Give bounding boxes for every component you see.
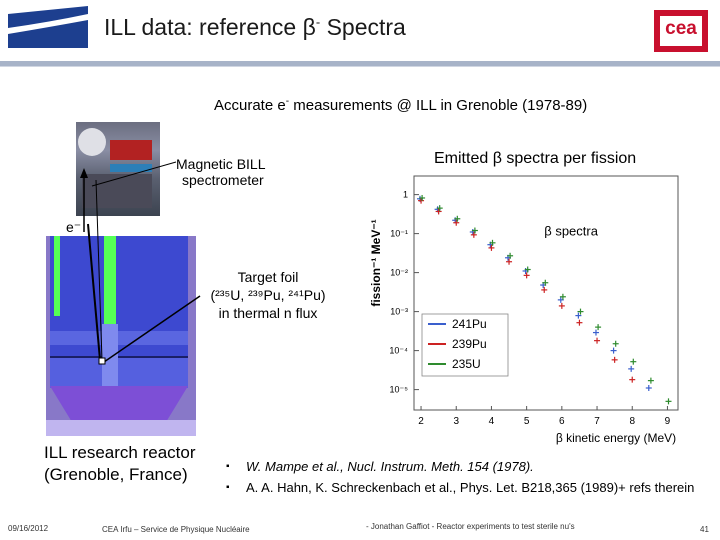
chart-legend: 241Pu 239Pu 235U xyxy=(421,313,509,377)
legend-label-239Pu: 239Pu xyxy=(452,337,487,351)
x-tick-label: 6 xyxy=(559,416,565,427)
subtitle: Accurate e- measurements @ ILL in Grenob… xyxy=(214,96,588,114)
legend-label-235U: 235U xyxy=(452,357,481,371)
page-number: 41 xyxy=(700,525,709,534)
electron-label: e⁻ xyxy=(66,219,82,235)
reference-item: ▪ A. A. Hahn, K. Schreckenbach et al., Ph… xyxy=(226,480,695,495)
footer-author: - Jonathan Gaffiot - Reactor experiments… xyxy=(366,522,575,531)
spectrometer-photo xyxy=(76,122,160,216)
header-rule-light xyxy=(0,66,720,67)
legend-label-241Pu: 241Pu xyxy=(452,317,487,331)
x-tick-label: 3 xyxy=(453,416,459,427)
institute-logo xyxy=(0,0,96,58)
annotation-lines xyxy=(80,161,201,365)
y-tick-label: 10⁻⁵ xyxy=(390,385,409,395)
header-rule xyxy=(0,61,720,66)
plot-heading: Emitted β spectra per fission xyxy=(434,150,637,167)
x-tick-label: 2 xyxy=(418,416,424,427)
reference-item: ▪ W. Mampe et al., Nucl. Instrum. Meth. 1… xyxy=(226,459,534,474)
x-tick-label: 8 xyxy=(629,416,635,427)
y-tick-label: 10⁻⁴ xyxy=(389,346,408,356)
y-tick-label: 10⁻² xyxy=(390,268,408,278)
x-tick-label: 5 xyxy=(524,416,530,427)
y-tick-label: 1 xyxy=(403,190,408,200)
x-tick-label: 7 xyxy=(594,416,600,427)
x-tick-label: 9 xyxy=(665,416,671,427)
footer-organization: CEA Irfu – Service de Physique Nucléaire xyxy=(102,525,250,534)
chart-annotation: β spectra xyxy=(544,224,598,239)
spectrometer-label: Magnetic BILL spectrometer xyxy=(176,156,266,188)
x-axis-label: β kinetic energy (MeV) xyxy=(556,431,676,445)
footer-date: 09/16/2012 xyxy=(8,524,49,533)
chart-axes: 2 3 4 5 6 7 8 9 1 10⁻¹ 10⁻² 10⁻³ 10⁻⁴ 10⁻⁵ β kinetic e… xyxy=(369,175,679,445)
reference-list: ▪ W. Mampe et al., Nucl. Instrum. Meth. 1… xyxy=(226,458,696,496)
cea-logo: cea xyxy=(654,10,708,52)
y-axis-label: fission⁻¹ MeV⁻¹ xyxy=(369,219,383,306)
wave-logo-icon xyxy=(8,6,88,48)
x-tick-label: 4 xyxy=(489,416,495,427)
chart-marks xyxy=(416,194,672,405)
reactor-label: ILL research reactor (Grenoble, France) xyxy=(44,443,196,484)
y-tick-label: 10⁻¹ xyxy=(390,229,408,239)
cea-logo-text: cea xyxy=(665,18,697,39)
target-foil-label: Target foil (²³⁵U, ²³⁹Pu, ²⁴¹Pu) in ther… xyxy=(210,269,326,321)
y-tick-label: 10⁻³ xyxy=(390,307,408,317)
beta-spectra-chart: 2 3 4 5 6 7 8 9 1 10⁻¹ 10⁻² 10⁻³ 10⁻⁴ 10⁻⁵ β kinetic e… xyxy=(369,175,679,445)
page-title: ILL data: reference β- Spectra xyxy=(104,14,406,40)
